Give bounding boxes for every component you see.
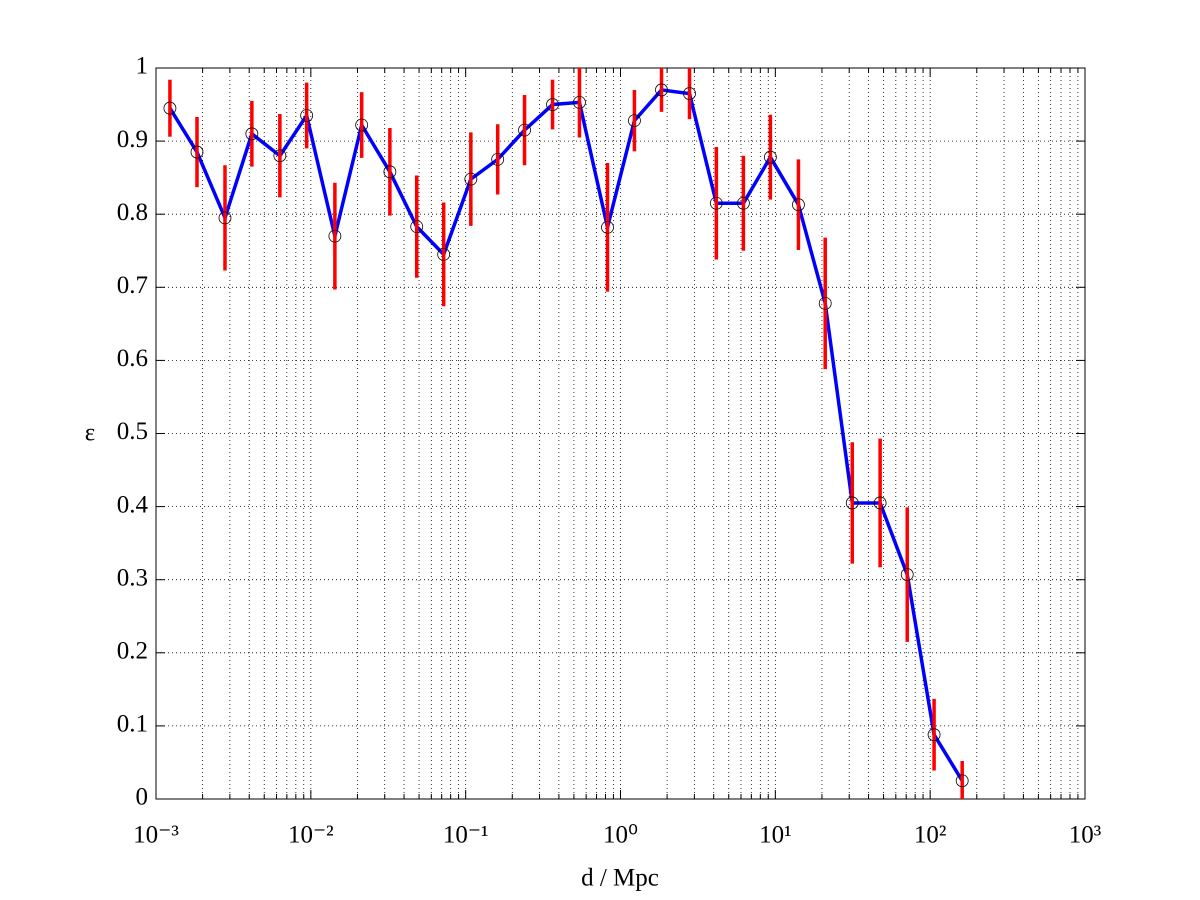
x-tick-label: 10⁻¹ (443, 822, 489, 849)
x-tick-label: 10³ (1069, 822, 1102, 849)
marker (873, 496, 887, 510)
marker (573, 95, 586, 109)
marker (355, 118, 369, 132)
marker (927, 728, 941, 742)
marker (437, 248, 451, 261)
x-axis-label: d / Mpc (581, 865, 659, 892)
y-tick-label: 0.7 (117, 272, 148, 299)
y-tick-label: 0.2 (117, 638, 148, 665)
marker (518, 123, 531, 137)
marker (628, 114, 641, 128)
y-tick-label: 1 (136, 53, 149, 80)
marker (900, 568, 914, 581)
x-tick-label: 10⁻² (288, 822, 334, 849)
marker (464, 172, 478, 186)
marker (273, 149, 287, 163)
marker (792, 198, 805, 212)
x-tick-label: 10¹ (759, 822, 792, 849)
marker (818, 296, 832, 310)
y-tick-label: 0.8 (117, 199, 148, 226)
y-tick-label: 0.3 (117, 564, 148, 591)
marker (655, 83, 668, 97)
marker (190, 145, 204, 159)
y-tick-label: 0 (136, 784, 149, 811)
line (168, 88, 964, 782)
y-tick-label: 0.4 (117, 491, 149, 518)
marker (218, 211, 232, 225)
x-tick-label: 10⁰ (603, 822, 638, 849)
marker (845, 496, 859, 510)
marker (601, 220, 614, 234)
marker (683, 87, 696, 100)
marker (245, 127, 259, 141)
x-tick-label: 10² (914, 822, 947, 849)
marker (410, 220, 424, 234)
y-tick-label: 0.1 (117, 711, 148, 738)
y-tick-label: 0.6 (117, 345, 148, 372)
marker (163, 101, 177, 115)
marker (737, 196, 750, 210)
plot-frame (155, 67, 1086, 800)
marker (955, 774, 969, 788)
marker (491, 152, 505, 166)
marker (300, 109, 314, 122)
y-tick-label: 0.5 (117, 418, 148, 445)
marker (383, 165, 397, 179)
y-axis-label: ε (85, 420, 96, 447)
y-tick-label: 0.9 (117, 126, 148, 153)
marker (763, 150, 777, 164)
marker (709, 196, 723, 210)
marker (546, 98, 559, 111)
x-tick-label: 10⁻³ (133, 822, 179, 849)
marker (328, 229, 342, 243)
